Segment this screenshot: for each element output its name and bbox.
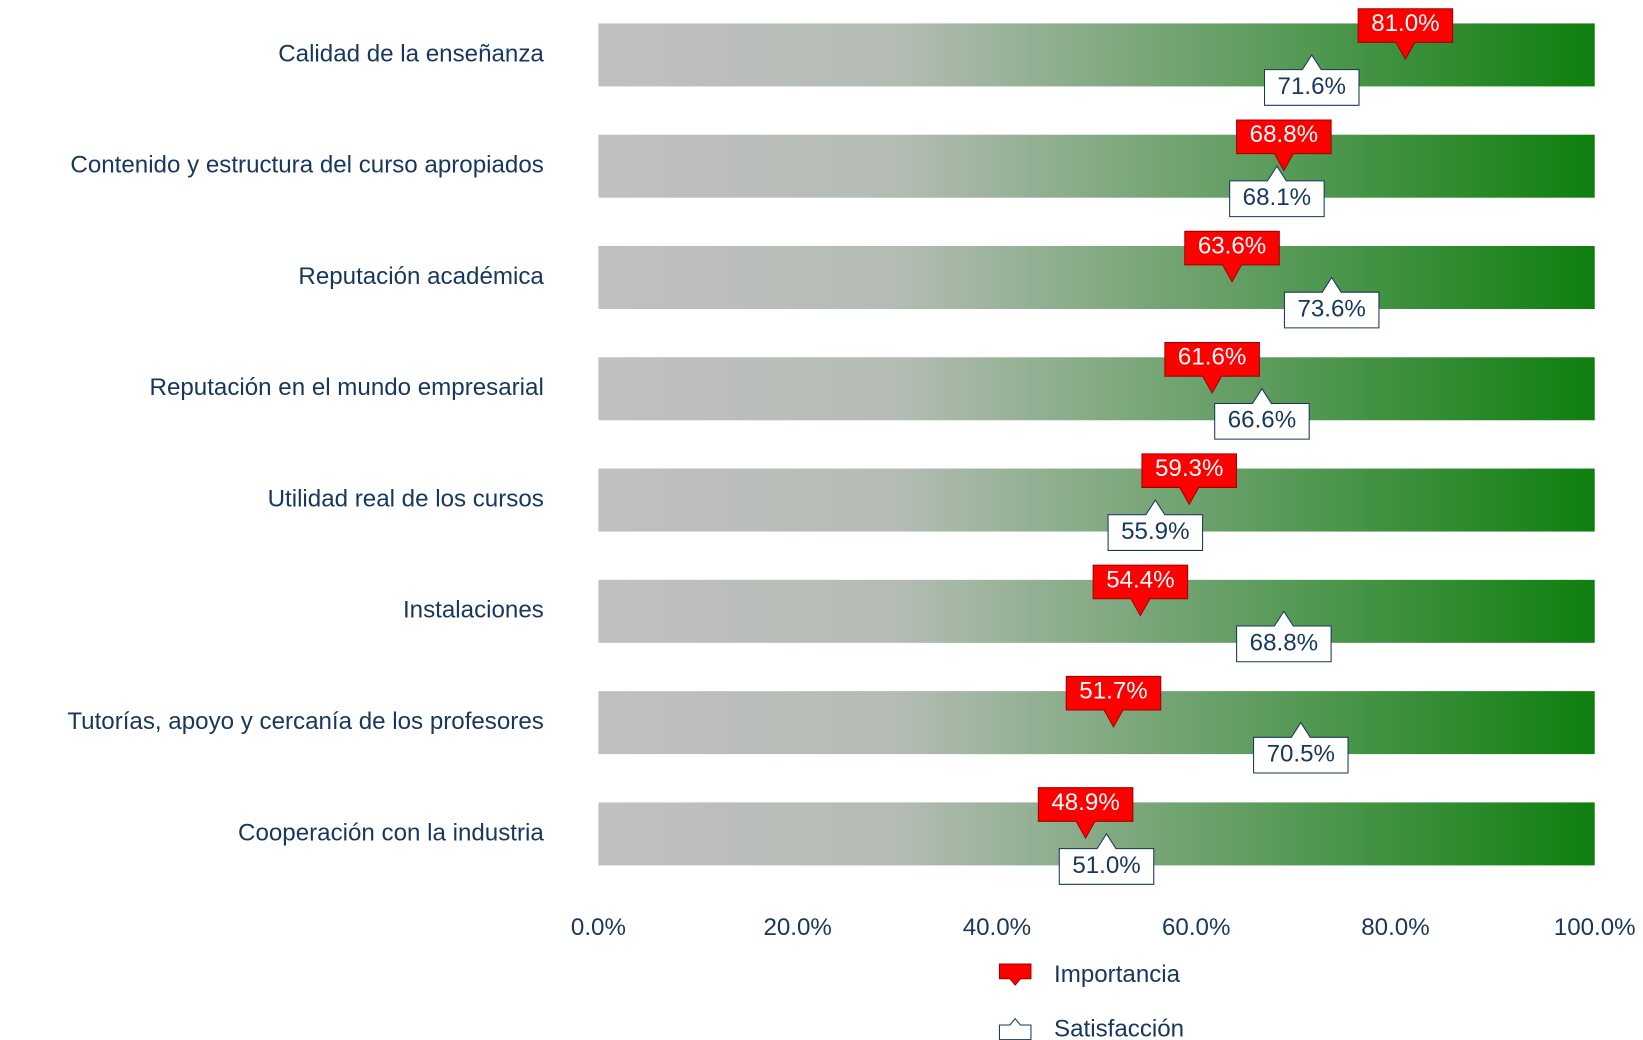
satisfaction-marker	[1253, 721, 1349, 774]
satisfaction-marker	[1263, 53, 1360, 106]
satisfaction-marker	[1236, 610, 1332, 663]
satisfaction-marker	[1058, 832, 1155, 885]
category-label: Instalaciones	[403, 597, 544, 624]
x-tick-label: 20.0%	[763, 914, 831, 941]
importance-label: 54.4%	[1106, 566, 1174, 593]
importance-marker	[1092, 564, 1189, 617]
satisfaction-marker	[1229, 165, 1325, 218]
importance-marker	[1141, 453, 1237, 506]
importance-marker	[1037, 787, 1134, 840]
category-label: Cooperación con la industria	[238, 819, 544, 846]
importance-label: 51.7%	[1079, 678, 1147, 705]
x-tick-label: 80.0%	[1361, 914, 1429, 941]
x-tick-label: 0.0%	[571, 914, 626, 941]
importance-marker	[1184, 230, 1280, 283]
importance-label: 61.6%	[1178, 344, 1246, 371]
satisfaction-marker	[1283, 276, 1380, 329]
importance-marker	[1236, 119, 1332, 172]
bar-background	[598, 357, 1595, 421]
category-label: Reputación en el mundo empresarial	[150, 374, 544, 401]
satisfaction-label: 51.0%	[1072, 852, 1140, 879]
legend-icon-importancia	[998, 963, 1032, 986]
satisfaction-label: 73.6%	[1297, 295, 1365, 322]
importance-label: 81.0%	[1371, 10, 1439, 37]
importance-label: 59.3%	[1155, 455, 1223, 482]
importance-label: 63.6%	[1198, 232, 1266, 259]
category-label: Reputación académica	[298, 263, 544, 290]
satisfaction-label: 70.5%	[1267, 741, 1335, 768]
legend-label: Satisfacción	[1054, 1016, 1184, 1040]
legend-icon-satisfaccion	[998, 1017, 1032, 1040]
x-tick-label: 40.0%	[963, 914, 1031, 941]
importance-marker	[1164, 342, 1260, 395]
satisfaction-label: 68.1%	[1243, 184, 1311, 211]
satisfaction-label: 71.6%	[1278, 73, 1346, 100]
x-tick-label: 60.0%	[1162, 914, 1230, 941]
bar-background	[598, 245, 1595, 309]
satisfaction-label: 55.9%	[1121, 518, 1189, 545]
bar-background	[598, 134, 1595, 198]
importance-marker	[1065, 675, 1162, 728]
legend-label: Importancia	[1054, 961, 1181, 988]
category-label: Calidad de la enseñanza	[278, 40, 544, 67]
category-label: Tutorías, apoyo y cercanía de los profes…	[67, 708, 544, 735]
category-label: Utilidad real de los cursos	[268, 485, 544, 512]
satisfaction-marker	[1214, 387, 1310, 440]
satisfaction-label: 66.6%	[1228, 407, 1296, 434]
satisfaction-label: 68.8%	[1250, 629, 1318, 656]
importance-label: 68.8%	[1250, 121, 1318, 148]
bar-background	[598, 468, 1595, 532]
importance-marker	[1357, 8, 1454, 61]
x-tick-label: 100.0%	[1554, 914, 1636, 941]
category-label: Contenido y estructura del curso apropia…	[70, 152, 543, 179]
importance-label: 48.9%	[1051, 789, 1119, 816]
satisfaction-marker	[1107, 499, 1204, 551]
